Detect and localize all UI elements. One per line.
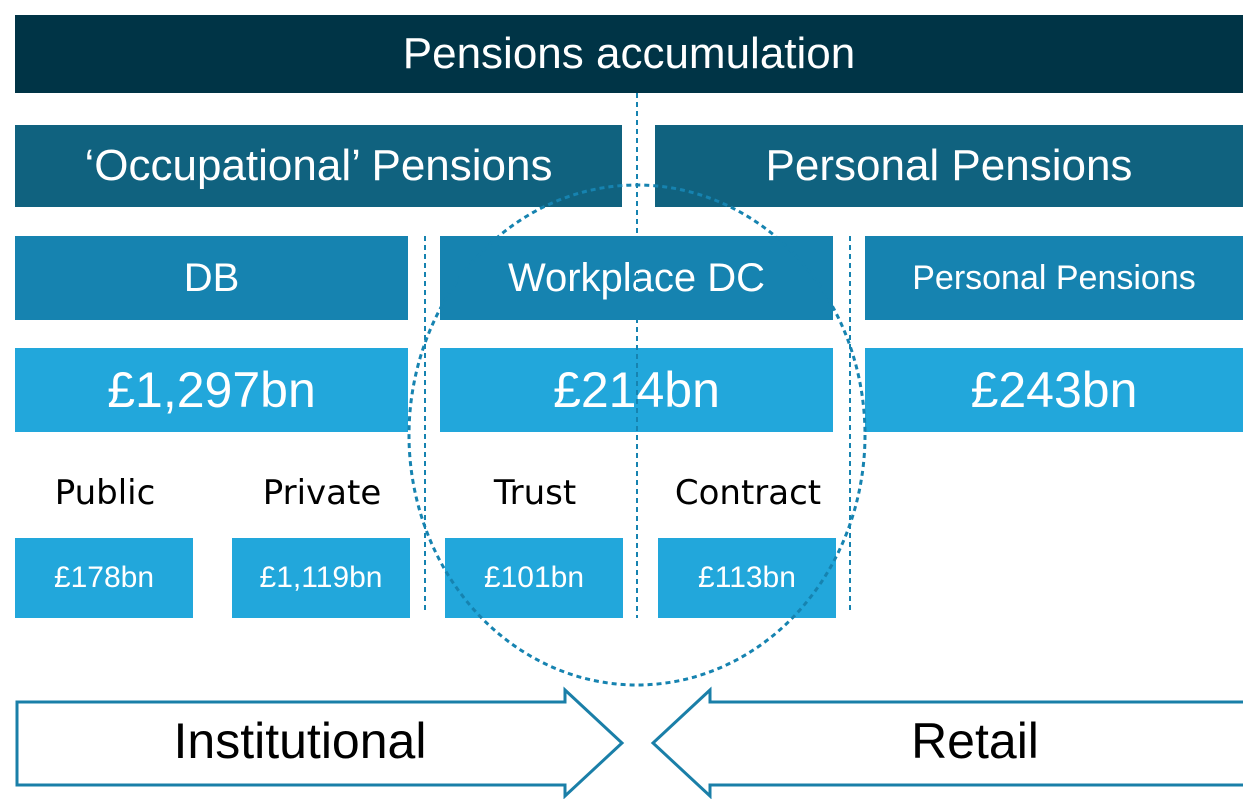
subcategory-label: Contract [674, 473, 822, 513]
subcategory-total: £101bn [445, 538, 623, 618]
category-total: £1,297bn [15, 348, 408, 432]
arrow-label: Retail [911, 713, 1039, 769]
subcategory-label: Private [262, 473, 382, 513]
subcategory-total: £1,119bn [232, 538, 410, 618]
section: Personal Pensions [655, 125, 1243, 207]
title-bar: Pensions accumulation [15, 15, 1243, 93]
section: ‘Occupational’ Pensions [15, 125, 622, 207]
arrow-right [15, 686, 625, 799]
dc-circle [407, 183, 867, 687]
category-total: £243bn [865, 348, 1243, 432]
category: Personal Pensions [865, 236, 1243, 320]
subcategory-label: Public [54, 473, 156, 513]
subcategory-total: £178bn [15, 538, 193, 618]
arrow-left [650, 686, 1243, 799]
category: DB [15, 236, 408, 320]
arrow-label: Institutional [174, 713, 427, 769]
subcategory-label: Trust [493, 473, 577, 513]
